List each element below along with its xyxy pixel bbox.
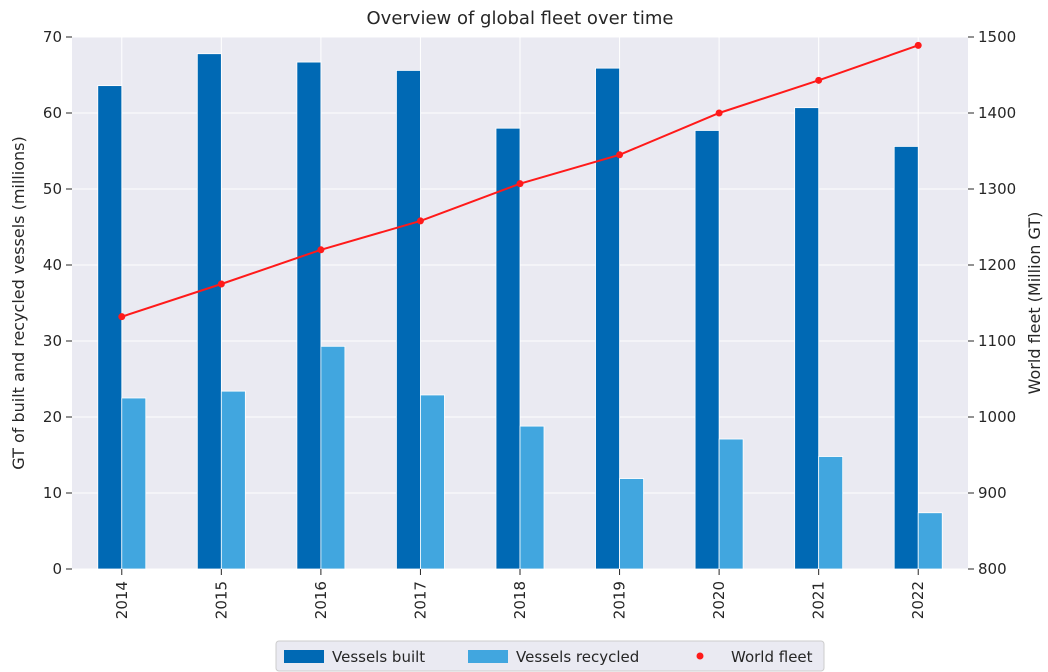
bar-vessels-built-2018 [495,127,521,570]
right-tick-label: 900 [978,484,1007,502]
bar-vessels-built-2017 [396,70,421,570]
legend-swatch-vessels-recycled [468,650,508,663]
x-tick-label: 2021 [810,581,828,619]
right-tick-label: 1300 [978,180,1016,198]
left-tick-label: 60 [43,104,62,122]
right-y-axis-label: World fleet (Million GT) [1025,212,1044,395]
bar-vessels-recycled-2015 [220,390,246,570]
right-tick-label: 800 [978,560,1007,578]
right-tick-label: 1200 [978,256,1016,274]
bar-vessels-built-2021 [794,107,820,570]
bar-vessels-recycled-2017 [420,394,445,570]
x-tick-label: 2020 [710,581,728,619]
right-tick-label: 1000 [978,408,1016,426]
world-fleet-point-2018 [516,180,524,188]
right-tick-label: 1400 [978,104,1016,122]
world-fleet-point-2020 [715,109,723,117]
bar-vessels-recycled-2018 [519,425,545,570]
world-fleet-point-2019 [616,151,624,159]
left-y-axis-label: GT of built and recycled vessels (millio… [9,136,28,469]
bar-vessels-built-2022 [893,146,919,570]
left-tick-label: 70 [43,28,62,46]
right-tick-label: 1100 [978,332,1016,350]
bar-vessels-recycled-2021 [818,456,844,570]
left-tick-label: 40 [43,256,62,274]
legend-swatch-vessels-built [284,650,324,663]
bar-vessels-recycled-2020 [718,438,744,570]
left-tick-label: 20 [43,408,62,426]
legend-marker-world-fleet [696,652,704,660]
world-fleet-point-2014 [118,313,126,321]
left-y-axis-ticks: 0 10 20 30 40 50 60 70 [43,28,72,578]
x-axis-ticks: 2014 2015 2016 2017 2018 2019 2020 2021 2022 [113,569,927,619]
x-tick-label: 2016 [312,581,330,619]
legend-box [275,640,825,672]
chart-title: Overview of global fleet over time [367,8,674,29]
bar-vessels-recycled-2022 [917,512,943,570]
bar-vessels-built-2014 [97,85,123,570]
bar-vessels-recycled-2019 [619,478,644,570]
left-tick-label: 30 [43,332,62,350]
x-tick-label: 2018 [511,581,529,619]
world-fleet-point-2015 [217,280,225,288]
left-tick-label: 10 [43,484,62,502]
world-fleet-point-2021 [815,76,823,84]
world-fleet-point-2022 [914,41,922,49]
legend: Vessels built Vessels recycled World fle… [275,640,825,672]
world-fleet-point-2016 [317,246,325,254]
legend-label-vessels-built: Vessels built [332,648,425,666]
left-tick-label: 50 [43,180,62,198]
left-tick-label: 0 [52,560,62,578]
legend-label-vessels-recycled: Vessels recycled [516,648,639,666]
bar-vessels-built-2019 [595,67,620,570]
bar-vessels-built-2015 [196,53,222,570]
world-fleet-line-group [118,41,922,321]
x-tick-label: 2014 [113,581,131,619]
x-tick-label: 2022 [909,581,927,619]
x-tick-label: 2017 [411,581,429,619]
bar-vessels-built-2020 [694,130,720,570]
bar-vessels-recycled-2014 [121,397,147,570]
bars [97,53,943,570]
x-tick-label: 2015 [212,581,230,619]
legend-label-world-fleet: World fleet [731,648,813,666]
right-y-axis-ticks: 800 900 1000 1100 1200 1300 1400 1500 [968,28,1016,578]
right-tick-label: 1500 [978,28,1016,46]
x-tick-label: 2019 [611,581,629,619]
bar-vessels-recycled-2016 [320,345,346,570]
world-fleet-point-2017 [416,217,424,225]
bar-vessels-built-2016 [296,61,322,570]
